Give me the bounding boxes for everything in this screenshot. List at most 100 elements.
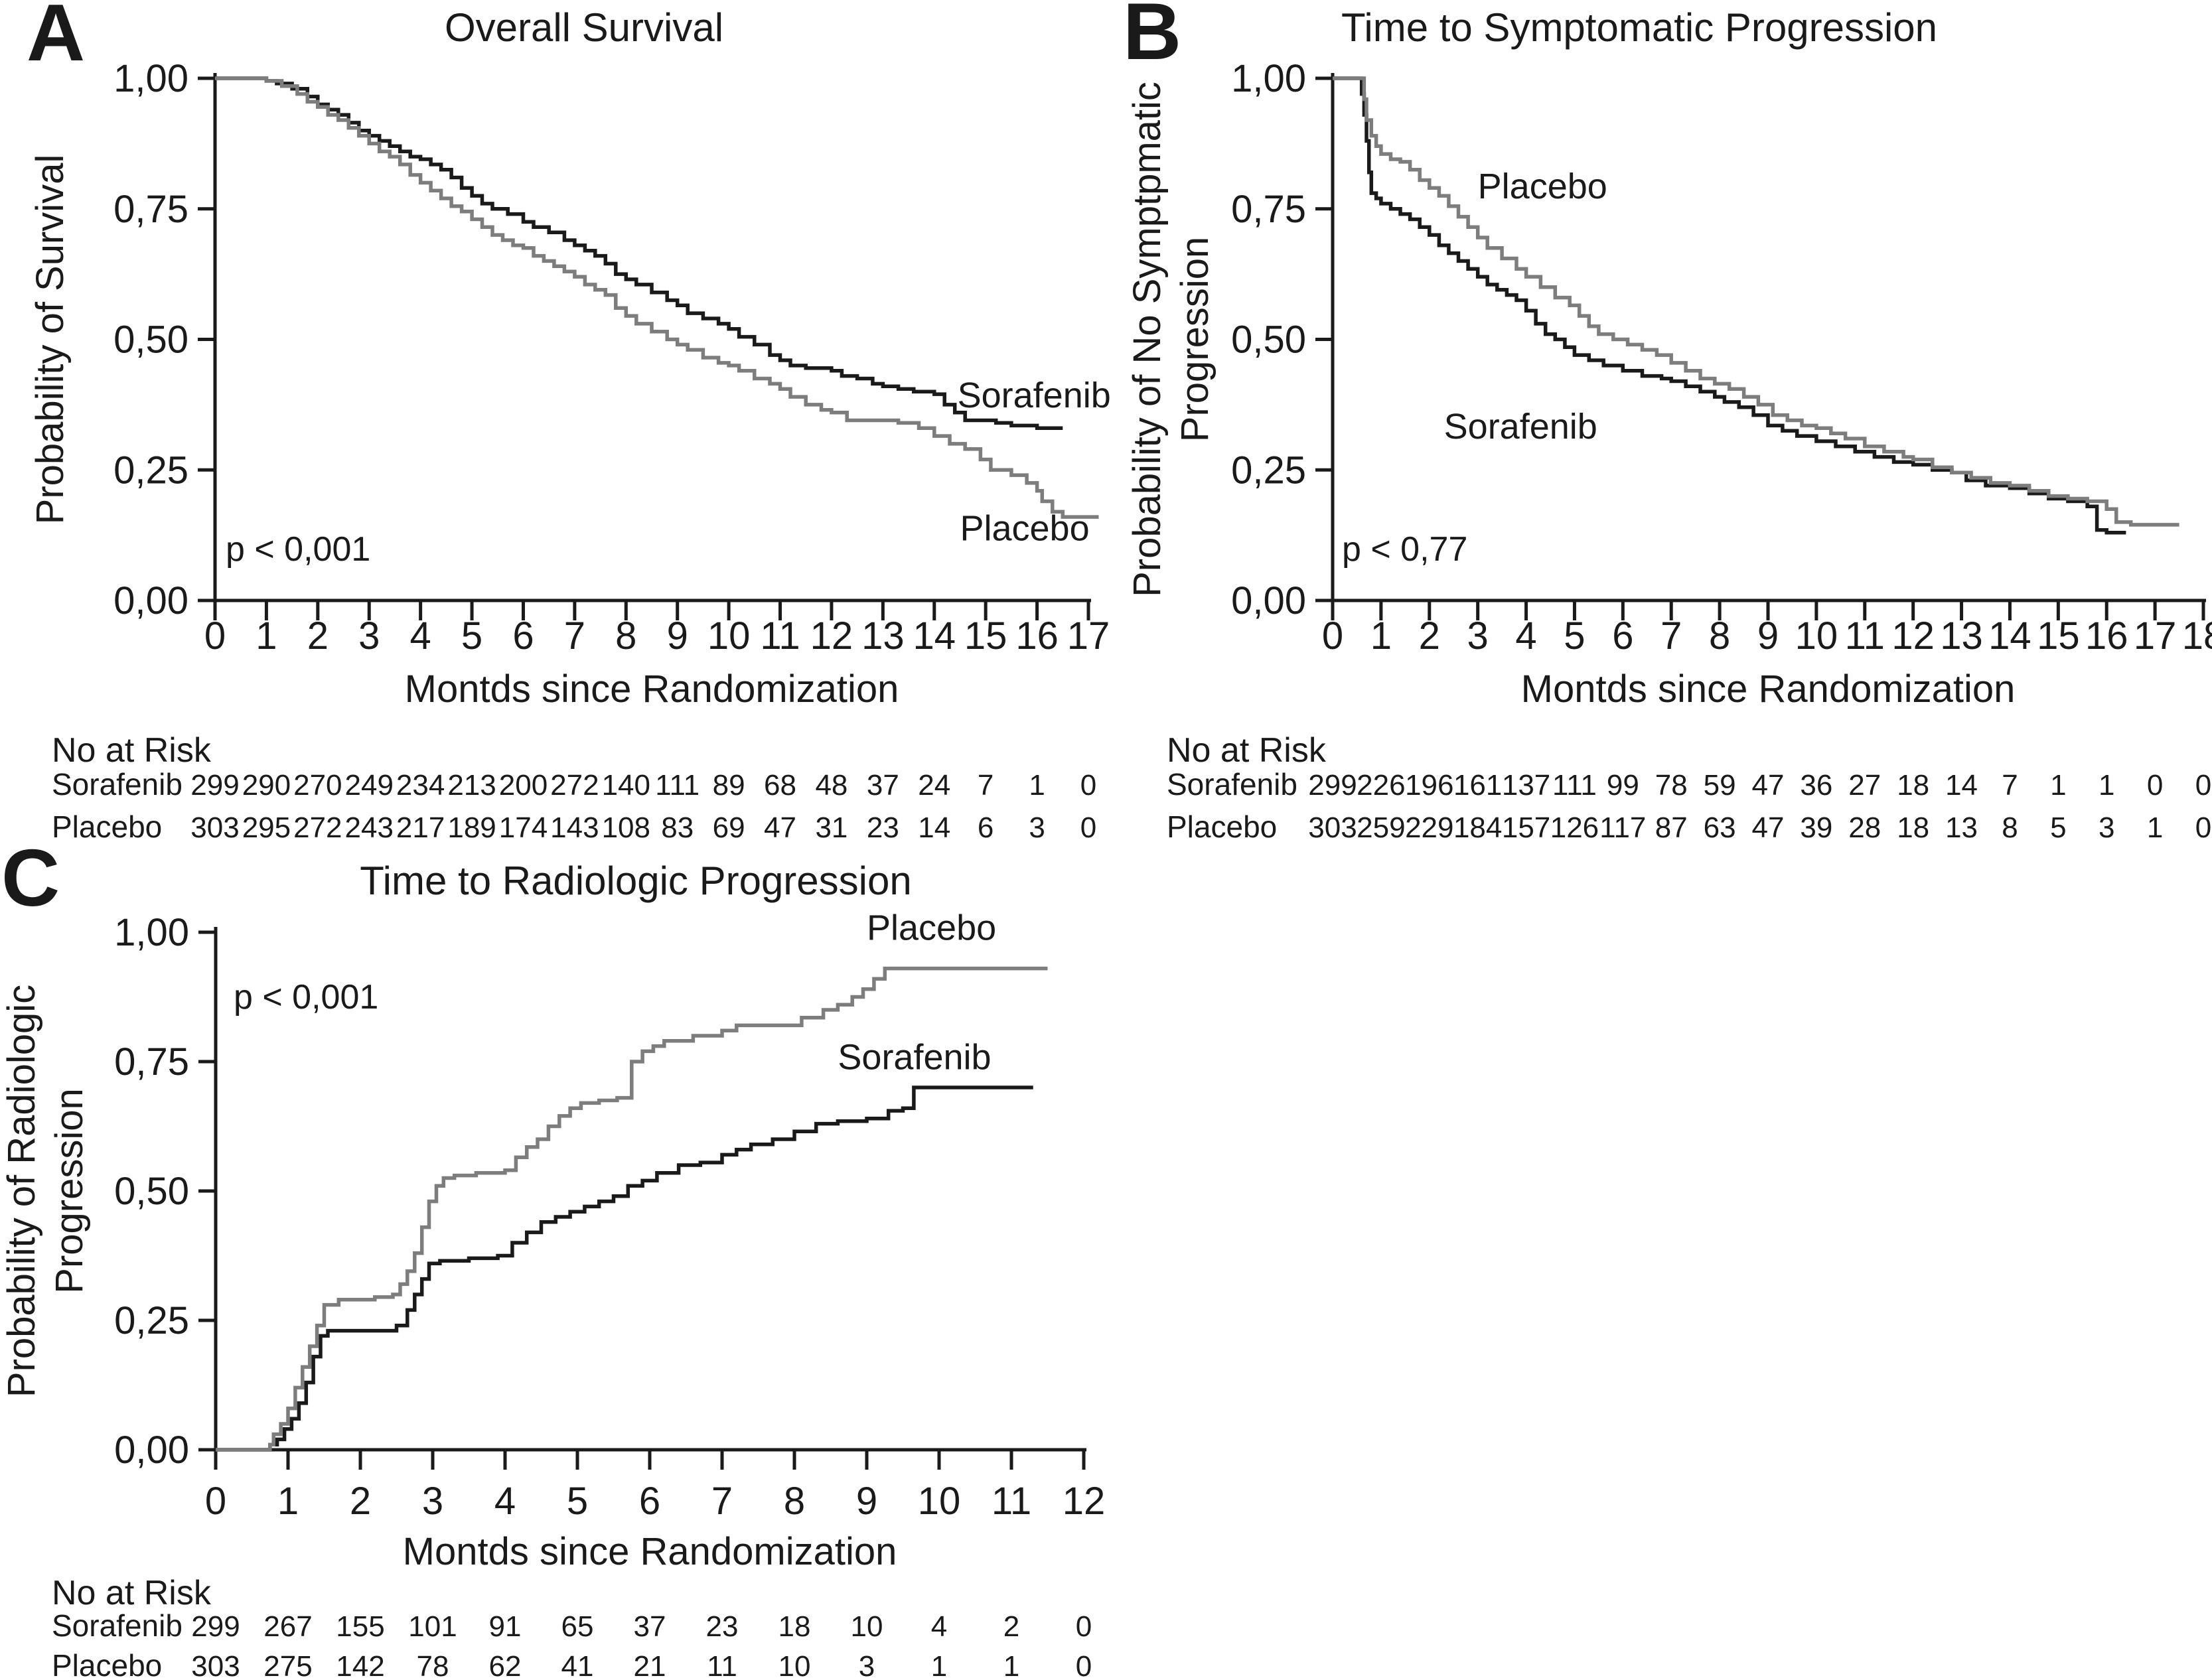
risk-value: 23: [867, 811, 899, 844]
y-tick-label: 0,50: [1231, 318, 1306, 362]
risk-value: 143: [550, 811, 599, 844]
x-tick-label: 5: [1564, 614, 1585, 658]
x-tick-label: 1: [277, 1480, 299, 1523]
panel-c-radiologic-progression-chart: Time to Radiologic Progression 1,00 0,75 0,…: [0, 859, 1105, 1678]
risk-value: 272: [293, 811, 342, 844]
risk-value: 161: [1453, 769, 1502, 802]
risk-value: 6: [978, 811, 994, 844]
risk-value: 83: [661, 811, 694, 844]
x-tick-label: 1: [256, 614, 277, 658]
x-tick-label: 17: [2134, 614, 2177, 658]
risk-value: 1: [2050, 769, 2066, 802]
risk-value: 3: [1029, 811, 1045, 844]
risk-value: 41: [561, 1650, 594, 1678]
risk-value: 4: [931, 1610, 947, 1643]
risk-table-header: No at Risk: [1167, 731, 1327, 770]
risk-value: 275: [263, 1650, 312, 1678]
p-value-label: p < 0,001: [226, 530, 370, 569]
risk-value: 14: [1945, 769, 1978, 802]
risk-value: 111: [655, 769, 700, 802]
risk-value: 229: [1405, 811, 1453, 844]
risk-value: 14: [918, 811, 950, 844]
x-tick-label: 10: [1795, 614, 1838, 658]
risk-value: 234: [396, 769, 445, 802]
risk-value: 1: [1029, 769, 1045, 802]
y-axis-title: Probability of No Symptpmatic: [1128, 82, 1169, 597]
km-curve-sorafenib: [216, 1085, 1033, 1452]
risk-value: 28: [1848, 811, 1881, 844]
risk-value: 91: [489, 1610, 522, 1643]
risk-value: 249: [345, 769, 394, 802]
risk-value: 37: [634, 1610, 666, 1643]
risk-value: 2: [1003, 1610, 1019, 1643]
x-tick-label: 1: [1370, 614, 1392, 658]
risk-table-header: No at Risk: [52, 1574, 212, 1612]
x-tick-label: 15: [964, 614, 1007, 658]
x-tick-label: 9: [1757, 614, 1779, 658]
y-tick-label: 1,00: [114, 911, 189, 954]
x-tick-label: 11: [992, 1480, 1031, 1523]
y-tick-label: 0,50: [113, 318, 188, 362]
risk-value: 65: [561, 1610, 594, 1643]
x-tick-label: 15: [2037, 614, 2080, 658]
panel-b-letter: B: [1123, 0, 1182, 76]
risk-value: 24: [918, 769, 950, 802]
risk-value: 78: [417, 1650, 449, 1678]
risk-value: 10: [778, 1650, 811, 1678]
risk-value: 47: [1752, 811, 1785, 844]
risk-value: 189: [447, 811, 496, 844]
risk-value: 68: [764, 769, 796, 802]
risk-value: 213: [447, 769, 496, 802]
risk-value: 3: [859, 1650, 875, 1678]
risk-value: 137: [1502, 769, 1550, 802]
risk-value: 299: [191, 1610, 240, 1643]
x-tick-label: 11: [1845, 614, 1885, 658]
risk-value: 7: [978, 769, 994, 802]
risk-value: 1: [931, 1650, 947, 1678]
x-tick-label: 6: [512, 614, 534, 658]
risk-value: 89: [713, 769, 745, 802]
risk-row-label-placebo: Placebo: [52, 809, 162, 844]
risk-table-header: No at Risk: [52, 731, 212, 770]
curve-label-sorafenib: Sorafenib: [958, 376, 1111, 415]
x-tick-label: 17: [1067, 614, 1110, 658]
risk-value: 290: [242, 769, 291, 802]
y-tick-label: 0,00: [114, 1429, 189, 1472]
risk-value: 7: [2002, 769, 2018, 802]
risk-value: 69: [713, 811, 745, 844]
risk-row-label-sorafenib: Sorafenib: [52, 1608, 183, 1643]
risk-value: 270: [293, 769, 342, 802]
risk-value: 1: [2147, 811, 2163, 844]
x-tick-label: 0: [205, 1480, 226, 1523]
x-tick-label: 8: [784, 1480, 805, 1523]
risk-value: 299: [190, 769, 239, 802]
x-tick-label: 18: [2182, 614, 2212, 658]
risk-value: 0: [2195, 811, 2211, 844]
risk-row-label-sorafenib: Sorafenib: [1167, 767, 1297, 802]
risk-value: 36: [1800, 769, 1832, 802]
risk-value: 27: [1848, 769, 1881, 802]
panel-a-overall-survival-chart: Overall Survival 1,00 0,75 0,50 0,25 0,00 Prob…: [29, 5, 1111, 844]
x-tick-label: 14: [1988, 614, 2031, 658]
risk-value: 0: [2195, 769, 2211, 802]
x-tick-label: 3: [1467, 614, 1489, 658]
risk-value: 48: [815, 769, 848, 802]
risk-value: 267: [263, 1610, 312, 1643]
risk-value: 13: [1945, 811, 1978, 844]
risk-value: 155: [336, 1610, 384, 1643]
x-tick-label: 6: [1612, 614, 1633, 658]
x-tick-label: 4: [410, 614, 431, 658]
x-tick-label: 4: [1515, 614, 1536, 658]
risk-value: 23: [706, 1610, 739, 1643]
risk-value: 142: [336, 1650, 384, 1678]
risk-value: 226: [1357, 769, 1405, 802]
risk-value: 295: [242, 811, 291, 844]
risk-value: 1: [2099, 769, 2114, 802]
km-curve-placebo: [215, 76, 1099, 519]
x-tick-label: 12: [1891, 614, 1935, 658]
chart-title: Time to Radiologic Progression: [360, 859, 911, 903]
risk-value: 126: [1550, 811, 1599, 844]
x-tick-label: 10: [707, 614, 751, 658]
risk-value: 303: [191, 1650, 240, 1678]
risk-value: 18: [1897, 769, 1929, 802]
